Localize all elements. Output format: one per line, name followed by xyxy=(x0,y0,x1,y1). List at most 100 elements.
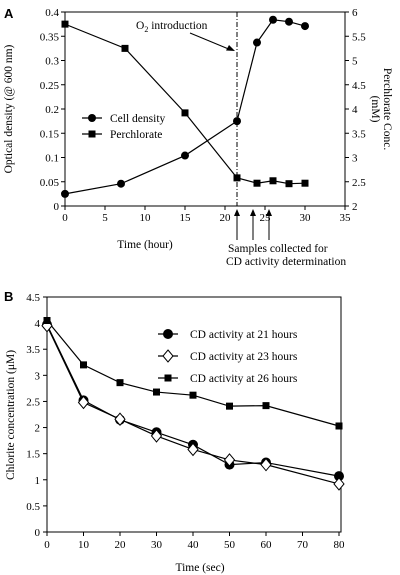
b-series-2-point xyxy=(189,391,197,399)
b-legend-label-0: CD activity at 21 hours xyxy=(190,329,298,341)
b-x-tick-label: 60 xyxy=(261,539,273,551)
panel-b-x-axis-label: Time (sec) xyxy=(175,562,224,574)
panel-b-plot-frame xyxy=(46,296,342,533)
a-series-0-point xyxy=(181,151,189,160)
b-y-tick-label: 3 xyxy=(35,370,41,382)
a-series-1-point xyxy=(233,174,241,182)
sample-arrow-head xyxy=(234,209,240,216)
a-series-1-point xyxy=(269,177,277,185)
b-y-tick-label: 1.5 xyxy=(26,449,40,461)
b-legend-marker-2 xyxy=(164,374,172,382)
a-x-tick-label: 20 xyxy=(220,212,232,224)
panel-a-y-axis-label: Optical density (@ 600 nm) xyxy=(3,44,15,173)
panel-a: A Optical density (@ 600 nm) Perchlorate… xyxy=(3,6,393,268)
panel-a-label: A xyxy=(4,6,14,21)
a-x-tick-label: 5 xyxy=(102,212,108,224)
b-y-tick-label: 2.5 xyxy=(26,396,40,408)
b-y-tick-label: 0.5 xyxy=(26,501,40,513)
panel-b-y-axis-label: Chlorite concentration (μM) xyxy=(5,350,17,480)
b-series-1-point xyxy=(150,429,163,443)
panel-a-series xyxy=(61,15,309,198)
b-legend-marker-0 xyxy=(163,329,173,339)
a-series-0-point xyxy=(233,117,241,126)
a-series-line-0 xyxy=(64,19,306,195)
a-series-0-point xyxy=(269,15,277,24)
a-series-1-point xyxy=(285,180,293,188)
b-series-2-point xyxy=(262,402,270,410)
a-legend-label-1: Perchlorate xyxy=(110,129,162,141)
a-series-0-point xyxy=(117,179,125,188)
panel-a-legend: Cell density Perchlorate xyxy=(82,113,166,141)
samples-label-line2: CD activity determination xyxy=(226,256,346,268)
a-series-1-point xyxy=(61,20,69,28)
b-series-1-point xyxy=(260,457,272,472)
a-y-tick-label: 0.25 xyxy=(40,80,60,92)
b-series-2-point xyxy=(226,402,233,410)
a-x-tick-label: 10 xyxy=(140,212,152,224)
panel-b: B Chlorite concentration (μM) Time (sec)… xyxy=(4,289,345,574)
b-y-tick-label: 4.5 xyxy=(26,292,40,304)
a-y-tick-label: 0.05 xyxy=(40,177,60,189)
a-y-tick-label: 0.4 xyxy=(45,7,59,19)
b-y-tick-label: 4 xyxy=(35,318,41,330)
b-x-tick-label: 70 xyxy=(297,539,309,551)
a-y2-tick-label: 4.5 xyxy=(352,80,366,92)
a-x-tick-label: 30 xyxy=(300,212,312,224)
b-legend-label-2: CD activity at 26 hours xyxy=(190,373,298,385)
o2-arrow-shaft xyxy=(189,32,232,51)
a-y-tick-label: 0.3 xyxy=(45,56,59,68)
b-series-1-point xyxy=(333,477,345,491)
a-y-tick-label: 0 xyxy=(54,201,60,213)
panel-b-series xyxy=(41,317,345,491)
b-series-line-2 xyxy=(46,320,340,427)
a-legend-marker-1 xyxy=(88,130,96,138)
a-series-1-point xyxy=(253,179,261,187)
a-y-tick-label: 0.15 xyxy=(40,128,60,140)
b-series-line-0 xyxy=(46,324,340,477)
b-series-0-point xyxy=(334,471,344,482)
a-series-line-1 xyxy=(64,23,306,185)
a-y2-tick-label: 6 xyxy=(352,7,358,19)
b-series-2-point xyxy=(80,361,87,369)
panel-b-ticks: 0 10 20 30 40 50 60 70 80 0 0.5 1 1.5 2 2.5 3 3.5 4 4.5 xyxy=(26,292,345,551)
panel-a-y2-axis-label-line2: (mM) xyxy=(369,96,381,123)
a-y2-tick-label: 3 xyxy=(352,153,358,165)
a-y2-tick-label: 4 xyxy=(352,104,358,116)
sample-arrow-head xyxy=(250,209,256,216)
b-x-tick-label: 20 xyxy=(115,539,127,551)
b-y-tick-label: 3.5 xyxy=(26,344,40,356)
b-series-line-1 xyxy=(46,325,340,485)
b-x-tick-label: 50 xyxy=(224,539,236,551)
a-y-tick-label: 0.1 xyxy=(45,153,59,165)
panel-b-label: B xyxy=(4,289,13,304)
b-y-tick-label: 2 xyxy=(35,423,41,435)
a-series-0-point xyxy=(285,17,293,26)
b-x-tick-label: 10 xyxy=(78,539,90,551)
samples-label-line1: Samples collected for xyxy=(228,243,328,255)
a-y-tick-label: 0.35 xyxy=(40,31,60,43)
a-y2-tick-label: 5.5 xyxy=(352,31,366,43)
b-x-tick-label: 80 xyxy=(334,539,346,551)
a-series-0-point xyxy=(253,38,261,47)
a-y2-tick-label: 3.5 xyxy=(352,128,366,140)
panel-a-y2-axis-label-line1: Perchlorate Conc. xyxy=(381,68,393,151)
o2-introduction-label: O2 introduction xyxy=(136,20,208,34)
a-series-1-point xyxy=(181,109,189,117)
b-legend-label-1: CD activity at 23 hours xyxy=(190,351,298,363)
b-x-tick-label: 0 xyxy=(44,539,50,551)
b-y-tick-label: 0 xyxy=(35,527,41,539)
panel-a-ticks: 0 5 10 15 20 25 30 3500.050.10.150.20.250.30.35… xyxy=(40,7,367,224)
sample-arrow-head xyxy=(266,209,272,216)
a-y2-tick-label: 2.5 xyxy=(352,177,366,189)
a-legend-marker-0 xyxy=(88,114,96,122)
panel-a-x-axis-label: Time (hour) xyxy=(117,239,173,251)
b-series-2-point xyxy=(153,388,160,396)
b-series-2-point xyxy=(335,422,343,430)
panel-b-legend: CD activity at 21 hours CD activity at 23… xyxy=(158,329,298,385)
a-series-0-point xyxy=(301,22,309,31)
o2-arrow-head xyxy=(226,45,235,51)
a-x-tick-label: 0 xyxy=(62,212,68,224)
a-x-tick-label: 15 xyxy=(180,212,192,224)
